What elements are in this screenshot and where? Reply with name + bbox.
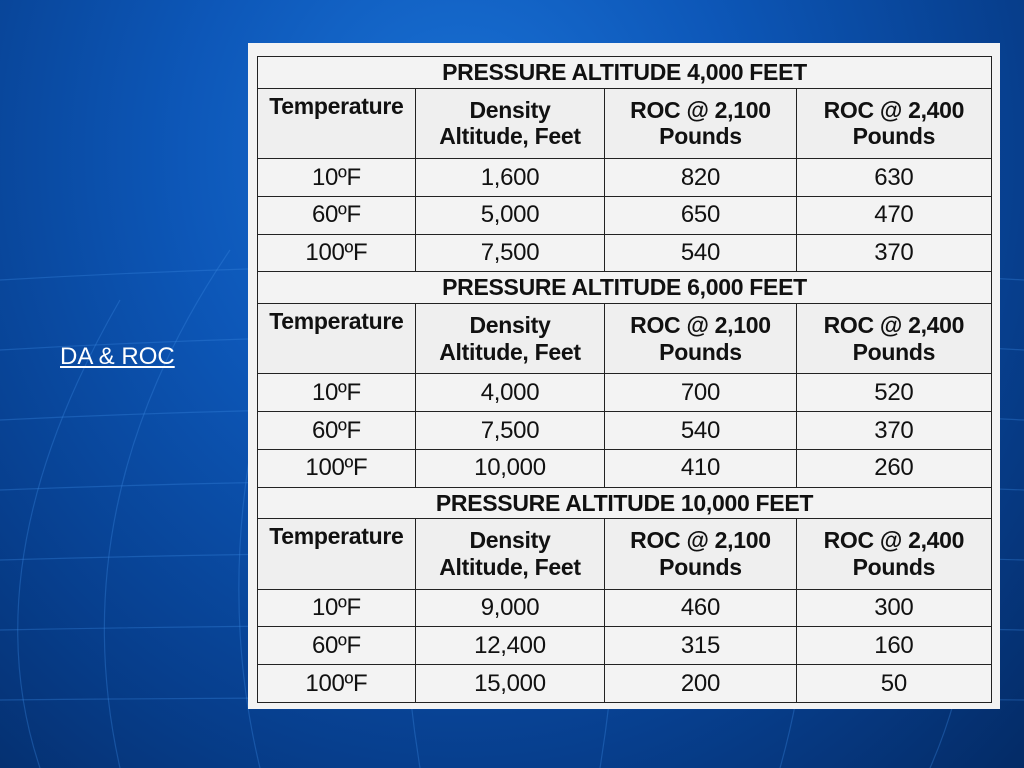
cell-temperature: 10ºF: [257, 373, 416, 413]
cell-roc-2400: 50: [795, 664, 993, 703]
table-row: 60ºF 5,000 650 470: [257, 195, 993, 235]
cell-density-altitude: 12,400: [414, 626, 606, 666]
header-roc-2400: ROC @ 2,400 Pounds: [795, 302, 993, 375]
cell-roc-2400: 370: [795, 233, 993, 273]
section-title-row: PRESSURE ALTITUDE 4,000 FEET: [257, 56, 992, 89]
table-row: 60ºF 7,500 540 370: [257, 411, 993, 450]
section-title: PRESSURE ALTITUDE 10,000 FEET: [257, 486, 992, 520]
cell-roc-2100: 200: [604, 664, 797, 703]
header-density-altitude-line-1: Density: [469, 96, 551, 123]
header-roc-2100-line-2: Pounds: [659, 338, 742, 365]
header-roc-2400-line-1: ROC @ 2,400: [823, 312, 965, 339]
cell-temperature: 10ºF: [257, 588, 416, 628]
cell-temperature: 100ºF: [257, 448, 416, 488]
cell-roc-2100: 540: [604, 233, 797, 273]
header-roc-2400-line-2: Pounds: [852, 338, 936, 365]
header-temperature: Temperature: [257, 302, 416, 375]
section-title: PRESSURE ALTITUDE 4,000 FEET: [257, 56, 992, 89]
table-row: 10ºF 1,600 820 630: [257, 158, 993, 197]
cell-temperature: 100ºF: [257, 664, 416, 703]
header-roc-2400-line-1: ROC @ 2,400: [823, 96, 965, 123]
table-row: 100ºF 10,000 410 260: [257, 448, 993, 488]
header-roc-2400-line-2: Pounds: [852, 123, 936, 150]
header-roc-2400-line-1: ROC @ 2,400: [823, 527, 965, 554]
cell-roc-2100: 315: [604, 626, 797, 666]
cell-temperature: 60ºF: [257, 626, 416, 666]
cell-roc-2100: 650: [604, 195, 797, 235]
section-title: PRESSURE ALTITUDE 6,000 FEET: [257, 271, 992, 304]
section-title-row: PRESSURE ALTITUDE 6,000 FEET: [257, 271, 992, 304]
cell-roc-2100: 410: [604, 448, 797, 488]
cell-roc-2100: 460: [604, 588, 797, 628]
cell-temperature: 60ºF: [257, 195, 416, 235]
cell-density-altitude: 10,000: [414, 448, 606, 488]
table-row: 100ºF 15,000 200 50: [257, 664, 993, 703]
section-title-row: PRESSURE ALTITUDE 10,000 FEET: [257, 486, 992, 520]
header-density-altitude: Density Altitude, Feet: [414, 87, 606, 160]
cell-roc-2400: 470: [795, 195, 993, 235]
header-density-altitude: Density Altitude, Feet: [414, 518, 606, 590]
cell-temperature: 100ºF: [257, 233, 416, 273]
cell-density-altitude: 7,500: [414, 411, 606, 450]
header-temperature: Temperature: [257, 87, 416, 160]
table-row: 10ºF 9,000 460 300: [257, 588, 993, 628]
header-roc-2100-line-2: Pounds: [659, 553, 742, 580]
cell-roc-2100: 820: [604, 158, 797, 197]
header-roc-2100: ROC @ 2,100 Pounds: [604, 302, 797, 375]
cell-roc-2400: 160: [795, 626, 993, 666]
cell-density-altitude: 5,000: [414, 195, 606, 235]
table-row: 60ºF 12,400 315 160: [257, 626, 993, 666]
header-temperature-line-1: Temperature: [269, 92, 404, 119]
header-roc-2400: ROC @ 2,400 Pounds: [795, 518, 993, 590]
table-row: 100ºF 7,500 540 370: [257, 233, 993, 273]
da-roc-link[interactable]: DA & ROC: [60, 343, 175, 370]
cell-temperature: 60ºF: [257, 411, 416, 450]
header-density-altitude-line-2: Altitude, Feet: [439, 338, 581, 365]
header-density-altitude-line-1: Density: [469, 527, 551, 554]
cell-density-altitude: 15,000: [414, 664, 606, 703]
header-roc-2100: ROC @ 2,100 Pounds: [604, 518, 797, 590]
header-roc-2100: ROC @ 2,100 Pounds: [604, 87, 797, 160]
roc-density-altitude-table: PRESSURE ALTITUDE 4,000 FEET Temperature D…: [257, 56, 993, 703]
header-density-altitude-line-1: Density: [469, 312, 551, 339]
table-row: 10ºF 4,000 700 520: [257, 373, 993, 413]
pressure-altitude-table-image: PRESSURE ALTITUDE 4,000 FEET Temperature D…: [248, 43, 1000, 709]
header-roc-2100-line-2: Pounds: [659, 123, 742, 150]
header-roc-2100-line-1: ROC @ 2,100: [630, 312, 771, 339]
cell-roc-2100: 700: [604, 373, 797, 413]
header-density-altitude-line-2: Altitude, Feet: [439, 123, 581, 150]
cell-roc-2400: 300: [795, 588, 993, 628]
column-header-row: Temperature Density Altitude, Feet ROC @ 2,…: [257, 87, 993, 160]
column-header-row: Temperature Density Altitude, Feet ROC @ 2,…: [257, 518, 993, 590]
header-roc-2400: ROC @ 2,400 Pounds: [795, 87, 993, 160]
header-roc-2100-line-1: ROC @ 2,100: [630, 527, 771, 554]
cell-density-altitude: 9,000: [414, 588, 606, 628]
header-temperature-line-1: Temperature: [269, 307, 404, 334]
cell-temperature: 10ºF: [257, 158, 416, 197]
column-header-row: Temperature Density Altitude, Feet ROC @ 2,…: [257, 302, 993, 375]
header-roc-2400-line-2: Pounds: [852, 553, 936, 580]
header-density-altitude: Density Altitude, Feet: [414, 302, 606, 375]
cell-density-altitude: 1,600: [414, 158, 606, 197]
cell-density-altitude: 4,000: [414, 373, 606, 413]
cell-roc-2100: 540: [604, 411, 797, 450]
header-roc-2100-line-1: ROC @ 2,100: [630, 96, 771, 123]
cell-roc-2400: 630: [795, 158, 993, 197]
cell-roc-2400: 260: [795, 448, 993, 488]
header-temperature: Temperature: [257, 518, 416, 590]
cell-roc-2400: 520: [795, 373, 993, 413]
cell-roc-2400: 370: [795, 411, 993, 450]
header-density-altitude-line-2: Altitude, Feet: [439, 553, 581, 580]
cell-density-altitude: 7,500: [414, 233, 606, 273]
header-temperature-line-1: Temperature: [269, 523, 404, 550]
